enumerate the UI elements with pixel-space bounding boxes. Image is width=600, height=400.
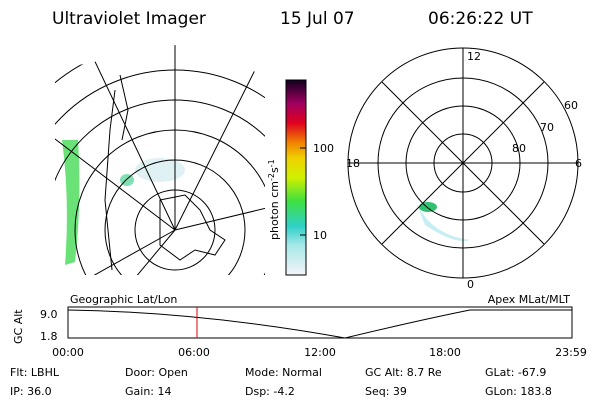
mlt-label: 6 — [575, 157, 582, 170]
x-tick-label: 23:59 — [555, 346, 587, 359]
mlt-label: 12 — [467, 50, 481, 63]
status-field: Seq: 39 — [365, 385, 407, 398]
mlat-label: 80 — [512, 142, 526, 155]
altitude-plot — [67, 306, 573, 339]
mlat-label: 60 — [564, 99, 578, 112]
colorbar — [285, 79, 307, 276]
colorbar-tick-label: 10 — [313, 229, 327, 242]
unit: s — [268, 167, 281, 173]
x-tick-label: 12:00 — [304, 346, 336, 359]
unit-exp: -1 — [267, 159, 276, 167]
status-field: Dsp: -4.2 — [245, 385, 295, 398]
y-axis-label: GC Alt — [12, 309, 25, 344]
date: 15 Jul 07 — [280, 9, 355, 29]
status-field: Door: Open — [125, 366, 188, 379]
mlat-label: 70 — [540, 121, 554, 134]
polar-plot — [347, 47, 579, 279]
panel-label: Geographic Lat/Lon — [70, 293, 177, 306]
status-field: Mode: Normal — [245, 366, 322, 379]
x-tick-label: 00:00 — [52, 346, 84, 359]
colorbar-label: photon cm-2s-1 — [267, 159, 281, 240]
status-field: IP: 36.0 — [10, 385, 52, 398]
mlt-label: 0 — [467, 278, 474, 291]
status-field: Gain: 14 — [125, 385, 172, 398]
mlt-label: 18 — [346, 157, 360, 170]
time: 06:26:22 UT — [428, 9, 533, 29]
geo-map — [55, 45, 265, 275]
status-field: GLat: -67.9 — [485, 366, 546, 379]
title: Ultraviolet Imager — [52, 9, 206, 29]
unit-exp: -2 — [267, 173, 276, 181]
x-tick-label: 06:00 — [178, 346, 210, 359]
x-tick-label: 18:00 — [429, 346, 461, 359]
panel-label: Apex MLat/MLT — [488, 293, 571, 306]
y-tick-label: 9.0 — [40, 308, 58, 321]
footer: Flt: LBHL Door: Open Mode: Normal GC Alt: 8… — [10, 366, 552, 398]
status-field: GLon: 183.8 — [485, 385, 552, 398]
status-field: GC Alt: 8.7 Re — [365, 366, 442, 379]
unit-base: photon cm — [268, 181, 281, 240]
status-field: Flt: LBHL — [10, 366, 60, 379]
y-tick-label: 1.8 — [40, 330, 58, 343]
altitude-curve — [67, 309, 572, 339]
colorbar-tick-label: 100 — [313, 142, 334, 155]
